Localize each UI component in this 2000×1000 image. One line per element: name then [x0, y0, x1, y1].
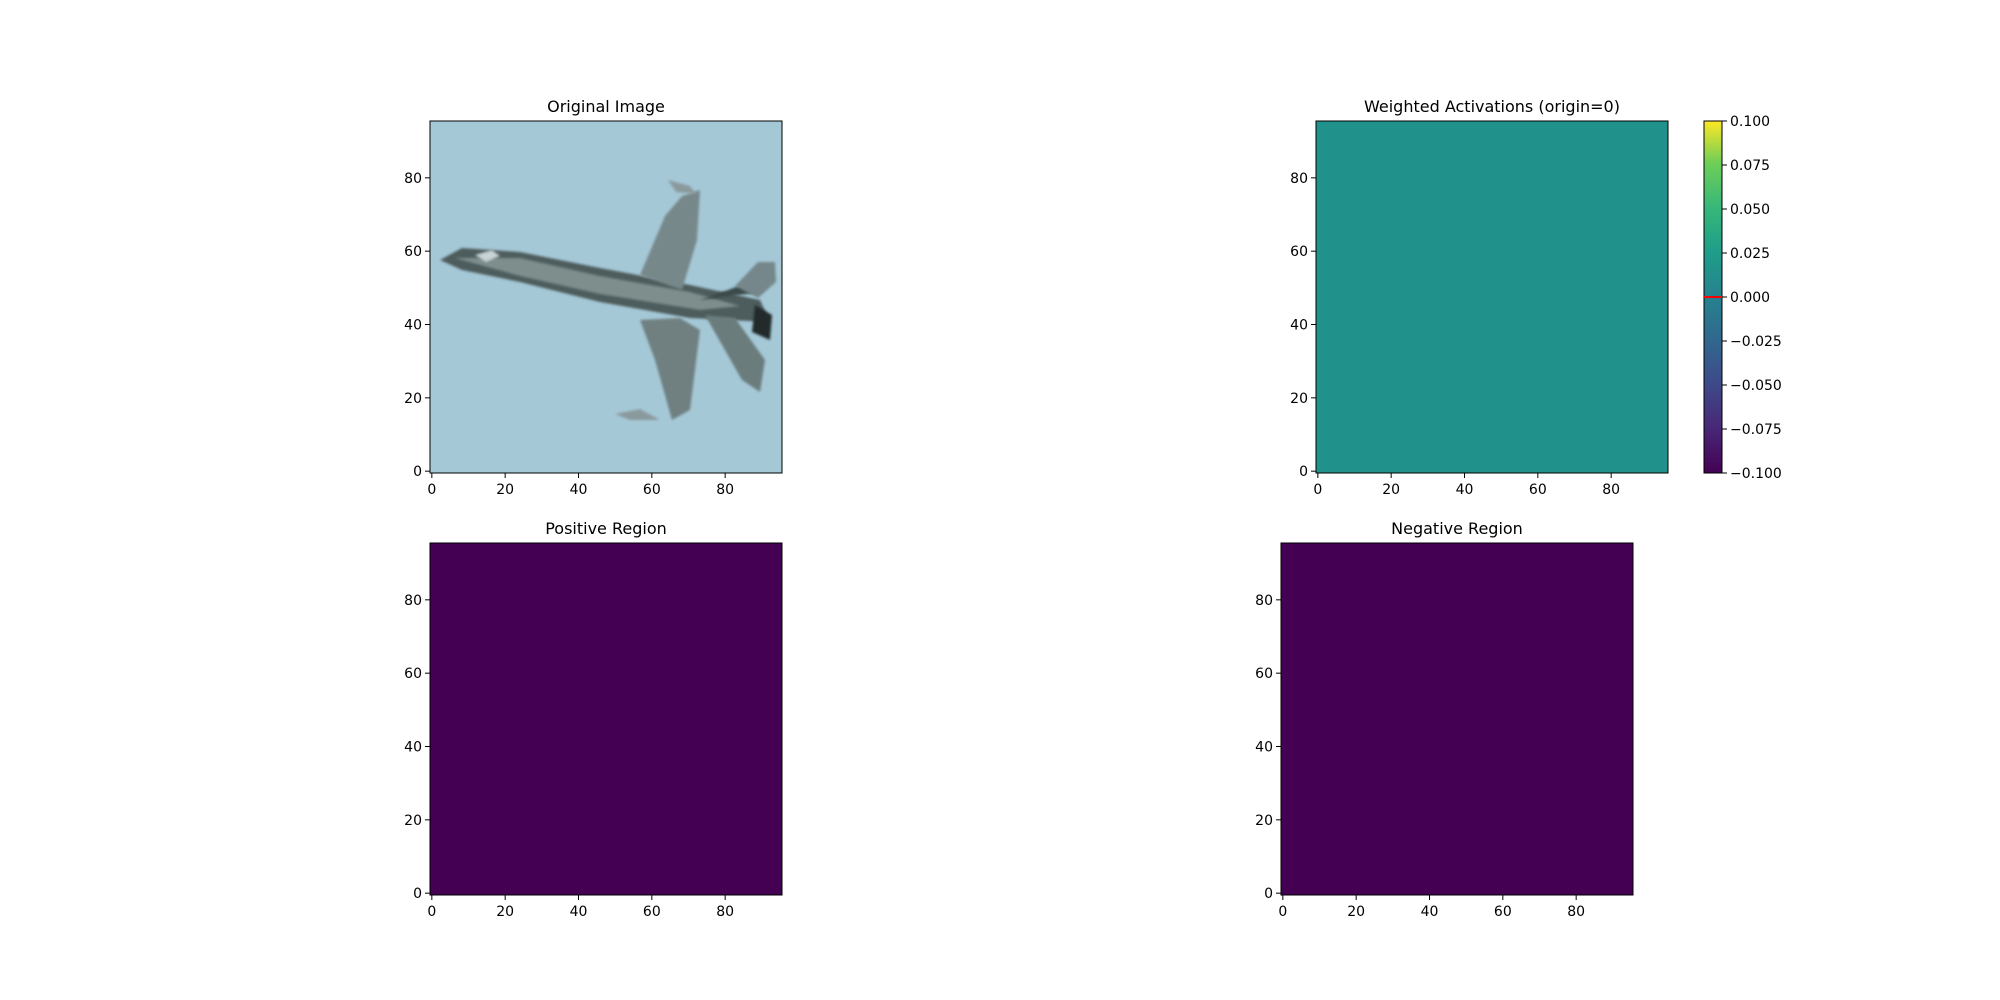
negative-region-panel: Negative Region 0 20 40 60 80 0 20 40 60 80: [1255, 519, 1634, 920]
negative-region-ytick-label-40: 40: [1255, 740, 1273, 756]
colorbar-tick-label-0: 0.100: [1730, 114, 1770, 130]
colorbar-tick-label-3: 0.025: [1730, 246, 1770, 262]
positive-region-ytick-label-60: 60: [404, 666, 422, 682]
colorbar-tick-label-1: 0.075: [1730, 158, 1770, 174]
weighted-activations-heatmap-cells: [1316, 121, 1668, 473]
airplane-photo: [440, 180, 776, 420]
original-image-xtick-label-0: 0: [427, 482, 436, 498]
positive-region-xtick-label-0: 0: [427, 904, 436, 920]
original-image-ytick-label-40: 40: [404, 318, 422, 334]
weighted-activations-axes-frame: [1315, 120, 1669, 474]
weighted-activations-ytick-label-20: 20: [1290, 391, 1308, 407]
negative-region-ytick-label-0: 0: [1264, 886, 1273, 902]
colorbar-tick-label-8: −0.100: [1730, 466, 1782, 482]
colorbar-tick-label-2: 0.050: [1730, 202, 1770, 218]
original-image-ytick-label-60: 60: [404, 244, 422, 260]
airplane-part-10: [615, 409, 660, 420]
airplane-part-8: [752, 305, 772, 340]
negative-region-ytick-label-80: 80: [1255, 593, 1273, 609]
weighted-activations-xtick-label-40: 40: [1456, 482, 1474, 498]
positive-region-heatmap-cells: [430, 543, 782, 895]
positive-region-axes-frame: [429, 542, 783, 896]
positive-region-xtick-label-40: 40: [570, 904, 588, 920]
negative-region-axes-frame: [1280, 542, 1634, 896]
positive-region-ytick-label-0: 0: [413, 886, 422, 902]
airplane-part-6: [705, 315, 765, 392]
negative-region-ytick-label-60: 60: [1255, 666, 1273, 682]
positive-region-title: Positive Region: [545, 519, 667, 538]
colorbar-tick-label-4: 0.000: [1730, 290, 1770, 306]
negative-region-ytick-label-20: 20: [1255, 813, 1273, 829]
airplane-part-11: [668, 180, 696, 194]
airplane-part-4: [640, 318, 700, 420]
original-image-ytick-label-20: 20: [404, 391, 422, 407]
original-image-axes-frame: [429, 120, 783, 474]
positive-region-xtick-label-60: 60: [643, 904, 661, 920]
original-image-xtick-label-40: 40: [570, 482, 588, 498]
weighted-activations-title: Weighted Activations (origin=0): [1364, 97, 1620, 116]
negative-region-xtick-label-60: 60: [1494, 904, 1512, 920]
airplane-part-7: [735, 262, 776, 298]
weighted-activations-ytick-label-40: 40: [1290, 318, 1308, 334]
colorbar-tick-label-5: −0.025: [1730, 334, 1782, 350]
original-image-title: Original Image: [547, 97, 665, 116]
positive-region-panel: Positive Region 0 20 40 60 80 0 20 40 60 80: [404, 519, 783, 920]
weighted-activations-ytick-label-60: 60: [1290, 244, 1308, 260]
negative-region-xtick-label-20: 20: [1347, 904, 1365, 920]
original-image-ytick-label-0: 0: [413, 464, 422, 480]
weighted-activations-ytick-label-0: 0: [1299, 464, 1308, 480]
airplane-part-3: [640, 190, 700, 290]
original-image-xtick-label-60: 60: [643, 482, 661, 498]
positive-region-ytick-label-20: 20: [404, 813, 422, 829]
airplane-part-9: [475, 250, 500, 262]
weighted-activations-ytick-label-80: 80: [1290, 171, 1308, 187]
colorbar-tick-label-6: −0.050: [1730, 378, 1782, 394]
weighted-activations-xtick-label-80: 80: [1602, 482, 1620, 498]
positive-region-xtick-label-80: 80: [716, 904, 734, 920]
negative-region-heatmap-cells: [1281, 543, 1633, 895]
negative-region-title: Negative Region: [1391, 519, 1523, 538]
original-image-panel: Original Image 0 20 40 60 80 0 20 40 60 80: [404, 97, 783, 498]
weighted-activations-xtick-label-0: 0: [1313, 482, 1322, 498]
weighted-activations-panel: Weighted Activations (origin=0) 0 20 40 60 80…: [1290, 97, 1782, 498]
weighted-activations-colorbar: 0.100 0.075 0.050 0.025 0.000 −0.025 −0.050 −0.…: [1703, 114, 1782, 482]
positive-region-ytick-label-40: 40: [404, 740, 422, 756]
positive-region-ytick-label-80: 80: [404, 593, 422, 609]
weighted-activations-xtick-label-60: 60: [1529, 482, 1547, 498]
colorbar-tick-label-7: −0.075: [1730, 422, 1782, 438]
positive-region-xtick-label-20: 20: [496, 904, 514, 920]
negative-region-xtick-label-80: 80: [1567, 904, 1585, 920]
weighted-activations-xtick-label-20: 20: [1382, 482, 1400, 498]
original-image-xtick-label-20: 20: [496, 482, 514, 498]
airplane-part-2: [455, 258, 740, 310]
original-image-xtick-label-80: 80: [716, 482, 734, 498]
original-image-ytick-label-80: 80: [404, 171, 422, 187]
negative-region-xtick-label-40: 40: [1421, 904, 1439, 920]
negative-region-xtick-label-0: 0: [1278, 904, 1287, 920]
